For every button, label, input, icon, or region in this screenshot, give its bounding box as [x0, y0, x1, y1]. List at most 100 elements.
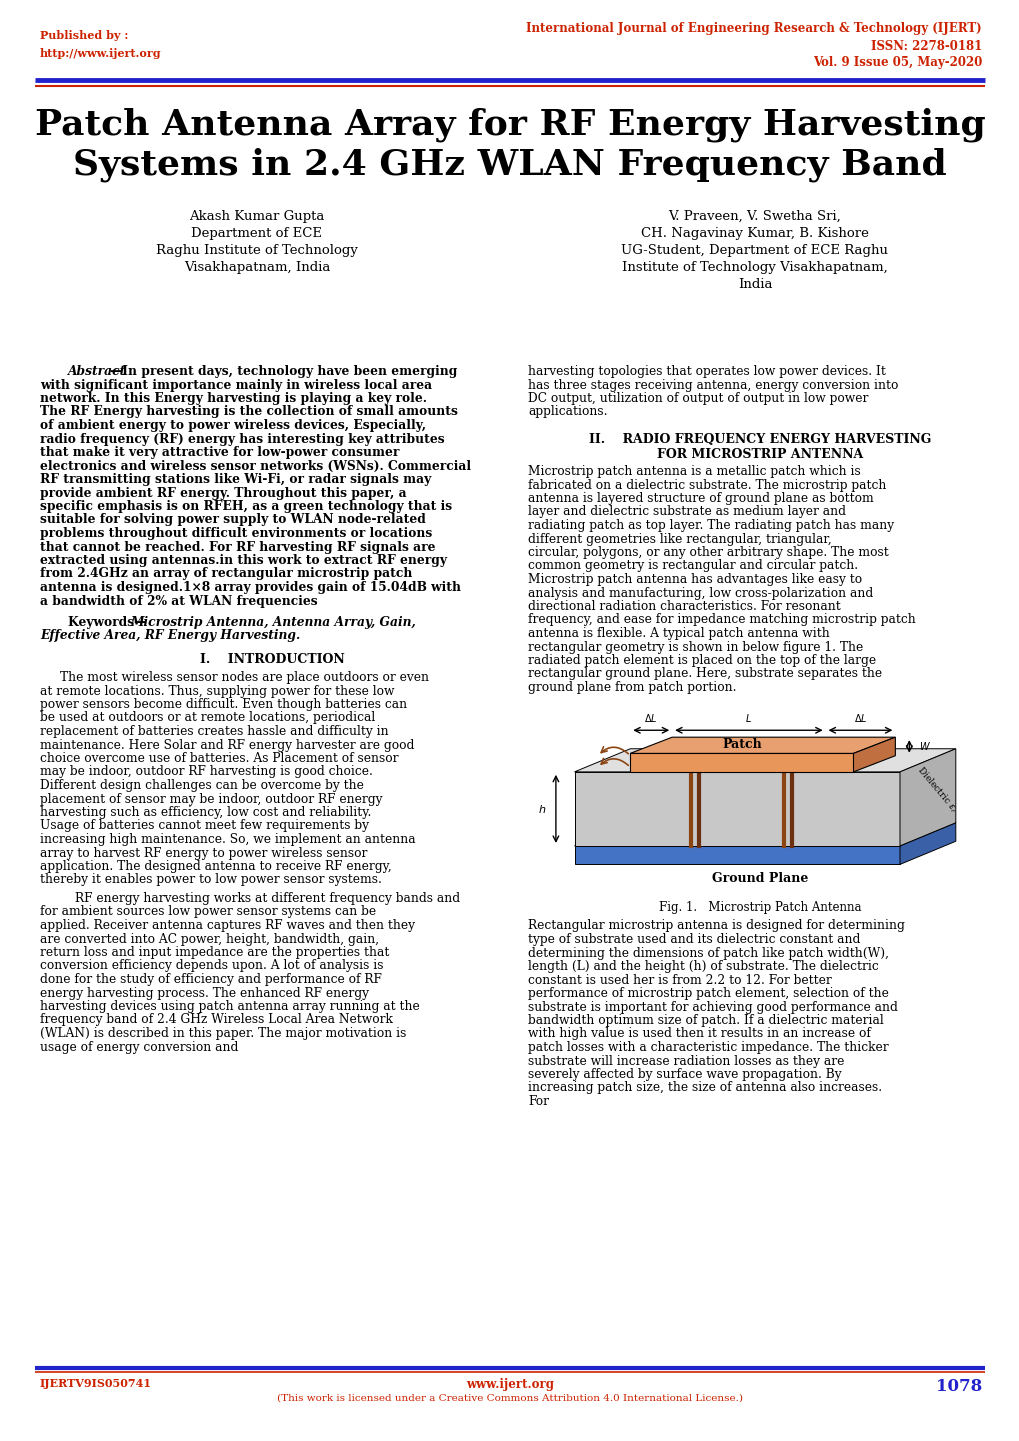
Text: For: For	[528, 1095, 548, 1108]
Text: $W$: $W$	[918, 741, 929, 752]
Text: electronics and wireless sensor networks (WSNs). Commercial: electronics and wireless sensor networks…	[40, 460, 471, 473]
Text: may be indoor, outdoor RF harvesting is good choice.: may be indoor, outdoor RF harvesting is …	[40, 765, 373, 778]
Text: type of substrate used and its dielectric constant and: type of substrate used and its dielectri…	[528, 932, 860, 945]
Text: extracted using antennas.in this work to extract RF energy: extracted using antennas.in this work to…	[40, 553, 446, 566]
Text: UG-Student, Department of ECE Raghu: UG-Student, Department of ECE Raghu	[621, 244, 888, 256]
Text: India: India	[737, 278, 771, 291]
Polygon shape	[899, 749, 955, 846]
Text: Vol. 9 Issue 05, May-2020: Vol. 9 Issue 05, May-2020	[812, 56, 981, 69]
Text: common geometry is rectangular and circular patch.: common geometry is rectangular and circu…	[528, 559, 857, 572]
Text: ISSN: 2278-0181: ISSN: 2278-0181	[870, 40, 981, 53]
Text: antenna is designed.1×8 array provides gain of 15.04dB with: antenna is designed.1×8 array provides g…	[40, 581, 461, 594]
Text: provide ambient RF energy. Throughout this paper, a: provide ambient RF energy. Throughout th…	[40, 487, 407, 500]
Text: Patch: Patch	[721, 738, 761, 751]
Text: for ambient sources low power sensor systems can be: for ambient sources low power sensor sys…	[40, 905, 376, 918]
Text: applications.: applications.	[528, 405, 607, 418]
Text: Akash Kumar Gupta: Akash Kumar Gupta	[190, 210, 324, 223]
Text: Usage of batteries cannot meet few requirements by: Usage of batteries cannot meet few requi…	[40, 820, 369, 833]
Text: performance of microstrip patch element, selection of the: performance of microstrip patch element,…	[528, 987, 888, 1000]
Text: power sensors become difficult. Even though batteries can: power sensors become difficult. Even tho…	[40, 697, 407, 710]
Text: with significant importance mainly in wireless local area: with significant importance mainly in wi…	[40, 379, 432, 392]
Text: determining the dimensions of patch like patch width(W),: determining the dimensions of patch like…	[528, 947, 889, 960]
Polygon shape	[853, 738, 895, 772]
Text: suitable for solving power supply to WLAN node-related: suitable for solving power supply to WLA…	[40, 513, 426, 526]
Text: I.    INTRODUCTION: I. INTRODUCTION	[200, 653, 344, 666]
Text: II.    RADIO FREQUENCY ENERGY HARVESTING: II. RADIO FREQUENCY ENERGY HARVESTING	[589, 432, 930, 447]
Text: Keywords—: Keywords—	[68, 615, 155, 630]
Text: Fig. 1.   Microstrip Patch Antenna: Fig. 1. Microstrip Patch Antenna	[658, 902, 861, 915]
Text: V. Praveen, V. Swetha Sri,: V. Praveen, V. Swetha Sri,	[668, 210, 841, 223]
Text: radio frequency (RF) energy has interesting key attributes: radio frequency (RF) energy has interest…	[40, 432, 444, 445]
Text: FOR MICROSTRIP ANTENNA: FOR MICROSTRIP ANTENNA	[656, 448, 863, 461]
Text: severely affected by surface wave propagation. By: severely affected by surface wave propag…	[528, 1068, 841, 1081]
Text: from 2.4GHz an array of rectangular microstrip patch: from 2.4GHz an array of rectangular micr…	[40, 568, 412, 581]
Text: that cannot be reached. For RF harvesting RF signals are: that cannot be reached. For RF harvestin…	[40, 540, 435, 553]
Text: IJERTV9IS050741: IJERTV9IS050741	[40, 1378, 152, 1389]
Text: RF energy harvesting works at different frequency bands and: RF energy harvesting works at different …	[75, 892, 460, 905]
Text: (WLAN) is described in this paper. The major motivation is: (WLAN) is described in this paper. The m…	[40, 1027, 406, 1040]
Text: antenna is flexible. A typical patch antenna with: antenna is flexible. A typical patch ant…	[528, 627, 828, 640]
Text: bandwidth optimum size of patch. If a dielectric material: bandwidth optimum size of patch. If a di…	[528, 1014, 882, 1027]
Text: placement of sensor may be indoor, outdoor RF energy: placement of sensor may be indoor, outdo…	[40, 793, 382, 806]
Text: done for the study of efficiency and performance of RF: done for the study of efficiency and per…	[40, 973, 381, 986]
Text: array to harvest RF energy to power wireless sensor: array to harvest RF energy to power wire…	[40, 846, 367, 859]
Text: —In present days, technology have been emerging: —In present days, technology have been e…	[110, 365, 457, 378]
Text: Visakhapatnam, India: Visakhapatnam, India	[183, 261, 330, 274]
Text: harvesting such as efficiency, low cost and reliability.: harvesting such as efficiency, low cost …	[40, 806, 371, 818]
Text: a bandwidth of 2% at WLAN frequencies: a bandwidth of 2% at WLAN frequencies	[40, 595, 317, 608]
Text: radiated patch element is placed on the top of the large: radiated patch element is placed on the …	[528, 654, 875, 667]
Text: RF transmitting stations like Wi-Fi, or radar signals may: RF transmitting stations like Wi-Fi, or …	[40, 473, 431, 486]
Text: energy harvesting process. The enhanced RF energy: energy harvesting process. The enhanced …	[40, 987, 369, 1000]
Text: Systems in 2.4 GHz WLAN Frequency Band: Systems in 2.4 GHz WLAN Frequency Band	[73, 148, 946, 183]
Text: problems throughout difficult environments or locations: problems throughout difficult environmen…	[40, 527, 432, 540]
Text: frequency, and ease for impedance matching microstrip patch: frequency, and ease for impedance matchi…	[528, 614, 915, 627]
Text: specific emphasis is on RFEH, as a green technology that is: specific emphasis is on RFEH, as a green…	[40, 500, 451, 513]
Text: CH. Nagavinay Kumar, B. Kishore: CH. Nagavinay Kumar, B. Kishore	[640, 228, 868, 241]
Text: application. The designed antenna to receive RF energy,: application. The designed antenna to rec…	[40, 860, 391, 873]
Text: network. In this Energy harvesting is playing a key role.: network. In this Energy harvesting is pl…	[40, 392, 427, 405]
Polygon shape	[574, 823, 955, 846]
Text: The RF Energy harvesting is the collection of small amounts: The RF Energy harvesting is the collecti…	[40, 405, 458, 418]
Text: substrate is important for achieving good performance and: substrate is important for achieving goo…	[528, 1000, 897, 1013]
Text: Microstrip patch antenna is a metallic patch which is: Microstrip patch antenna is a metallic p…	[528, 465, 860, 478]
Text: replacement of batteries creates hassle and difficulty in: replacement of batteries creates hassle …	[40, 725, 388, 738]
Polygon shape	[574, 846, 899, 865]
Text: of ambient energy to power wireless devices, Especially,: of ambient energy to power wireless devi…	[40, 419, 426, 432]
Text: (This work is licensed under a Creative Commons Attribution 4.0 International Li: (This work is licensed under a Creative …	[277, 1393, 742, 1404]
Text: maintenance. Here Solar and RF energy harvester are good: maintenance. Here Solar and RF energy ha…	[40, 738, 414, 752]
Text: antenna is layered structure of ground plane as bottom: antenna is layered structure of ground p…	[528, 491, 873, 504]
Text: substrate will increase radiation losses as they are: substrate will increase radiation losses…	[528, 1055, 844, 1068]
Text: International Journal of Engineering Research & Technology (IJERT): International Journal of Engineering Res…	[526, 22, 981, 35]
Text: harvesting topologies that operates low power devices. It: harvesting topologies that operates low …	[528, 365, 886, 378]
Text: return loss and input impedance are the properties that: return loss and input impedance are the …	[40, 945, 389, 960]
Text: layer and dielectric substrate as medium layer and: layer and dielectric substrate as medium…	[528, 506, 845, 519]
Text: are converted into AC power, height, bandwidth, gain,: are converted into AC power, height, ban…	[40, 932, 379, 945]
Text: that make it very attractive for low-power consumer: that make it very attractive for low-pow…	[40, 447, 399, 460]
Text: Ground Plane: Ground Plane	[711, 872, 808, 885]
Polygon shape	[630, 738, 895, 754]
Text: with high value is used then it results in an increase of: with high value is used then it results …	[528, 1027, 870, 1040]
Text: frequency band of 2.4 GHz Wireless Local Area Network: frequency band of 2.4 GHz Wireless Local…	[40, 1013, 392, 1026]
Text: $h$: $h$	[538, 803, 546, 814]
Polygon shape	[630, 754, 853, 772]
Text: Institute of Technology Visakhapatnam,: Institute of Technology Visakhapatnam,	[622, 261, 887, 274]
Polygon shape	[574, 749, 955, 772]
Text: conversion efficiency depends upon. A lot of analysis is: conversion efficiency depends upon. A lo…	[40, 960, 383, 973]
Polygon shape	[574, 772, 899, 846]
Text: length (L) and the height (h) of substrate. The dielectric: length (L) and the height (h) of substra…	[528, 960, 878, 973]
Text: ground plane from patch portion.: ground plane from patch portion.	[528, 682, 736, 695]
Text: circular, polygons, or any other arbitrary shape. The most: circular, polygons, or any other arbitra…	[528, 546, 888, 559]
Text: Patch Antenna Array for RF Energy Harvesting: Patch Antenna Array for RF Energy Harves…	[35, 108, 984, 143]
Text: harvesting devices using patch antenna array running at the: harvesting devices using patch antenna a…	[40, 1000, 420, 1013]
Polygon shape	[899, 823, 955, 865]
Text: Dielectric $\varepsilon_r$: Dielectric $\varepsilon_r$	[913, 765, 960, 816]
Text: Microstrip patch antenna has advantages like easy to: Microstrip patch antenna has advantages …	[528, 574, 861, 586]
Text: increasing high maintenance. So, we implement an antenna: increasing high maintenance. So, we impl…	[40, 833, 415, 846]
Text: analysis and manufacturing, low cross-polarization and: analysis and manufacturing, low cross-po…	[528, 586, 872, 599]
Text: The most wireless sensor nodes are place outdoors or even: The most wireless sensor nodes are place…	[60, 672, 429, 684]
Text: fabricated on a dielectric substrate. The microstrip patch: fabricated on a dielectric substrate. Th…	[528, 478, 886, 491]
Text: Department of ECE: Department of ECE	[192, 228, 322, 241]
Text: has three stages receiving antenna, energy conversion into: has three stages receiving antenna, ener…	[528, 379, 898, 392]
Text: $\Delta L$: $\Delta L$	[644, 712, 657, 725]
Text: $L$: $L$	[745, 712, 752, 725]
